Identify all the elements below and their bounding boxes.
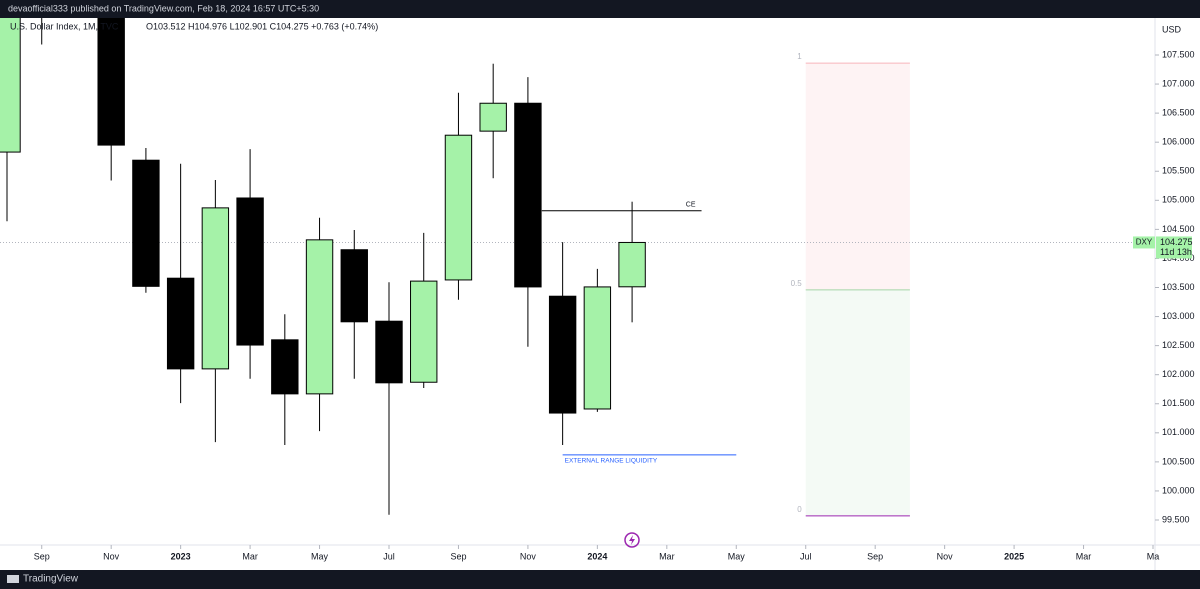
candle-body	[0, 18, 21, 153]
x-tick-label: Sep	[450, 551, 466, 561]
candle-body	[340, 249, 368, 323]
brand: TradingView	[23, 574, 79, 585]
candle-body	[305, 239, 334, 395]
candle-body	[132, 159, 160, 287]
symbol-label: DXY	[1136, 238, 1153, 247]
fib-label: 1	[797, 52, 802, 61]
x-tick-label: Jul	[383, 551, 395, 561]
x-tick-label: 2023	[171, 551, 191, 561]
x-tick-label: 2025	[1004, 551, 1024, 561]
y-tick-label: 102.500	[1162, 340, 1195, 350]
x-tick-label: May	[728, 551, 746, 561]
countdown-label: 11d 13h	[1160, 247, 1192, 257]
y-tick-label: 101.500	[1162, 398, 1195, 408]
candle-body	[583, 286, 612, 410]
y-tick-label: 102.000	[1162, 369, 1195, 379]
y-tick-label: 107.500	[1162, 49, 1195, 59]
y-tick-label: 100.500	[1162, 456, 1195, 466]
legend-values: O103.512 H104.976 L102.901 C104.275 +0.7…	[146, 21, 378, 31]
x-tick-label: Jul	[800, 551, 812, 561]
fib-zone	[805, 63, 910, 290]
top-bar	[0, 0, 1200, 18]
candle-body	[514, 102, 542, 288]
x-tick-label: Mar	[242, 551, 258, 561]
x-tick-label: Nov	[103, 551, 120, 561]
fib-label: 0.5	[791, 279, 803, 288]
annotation-label: EXTERNAL RANGE LIQUIDITY	[565, 458, 658, 465]
x-tick-label: Mar	[659, 551, 675, 561]
bottom-bar	[0, 570, 1200, 589]
annotation-label: CE	[686, 202, 696, 209]
event-icon[interactable]	[624, 532, 640, 548]
candle-body	[201, 207, 230, 370]
candle-body	[479, 102, 507, 132]
y-tick-label: 101.000	[1162, 427, 1195, 437]
candle-body	[97, 18, 125, 146]
price-tag	[1156, 236, 1192, 259]
y-tick-label: 105.000	[1162, 195, 1195, 205]
x-tick-label: Nov	[937, 551, 954, 561]
y-tick-label: 100.000	[1162, 485, 1195, 495]
candle-body	[271, 339, 299, 395]
candle-body	[618, 241, 646, 288]
candle-body	[166, 277, 195, 370]
y-tick-label: 105.500	[1162, 166, 1195, 176]
y-tick-label: 107.000	[1162, 78, 1195, 88]
y-tick-label: 104.500	[1162, 224, 1195, 234]
price-label: 104.275	[1160, 237, 1193, 247]
x-tick-label: Mar	[1076, 551, 1092, 561]
y-tick-label: 99.500	[1162, 514, 1190, 524]
event-icon-bolt	[629, 535, 635, 545]
plot	[0, 18, 1155, 517]
brand-logo	[7, 575, 19, 583]
x-tick-label: Sep	[34, 551, 50, 561]
x-tick-label: Ma	[1147, 551, 1160, 561]
fib-label: 0	[797, 505, 802, 514]
y-tick-label: 106.500	[1162, 108, 1195, 118]
candle-body	[236, 197, 264, 346]
y-tick-label: 103.000	[1162, 311, 1195, 321]
candle-body	[444, 134, 473, 281]
x-tick-label: May	[311, 551, 329, 561]
legend-title: U.S. Dollar Index, 1M, TVC	[10, 21, 119, 31]
candle-body	[375, 320, 403, 384]
y-tick-label: 106.000	[1162, 137, 1195, 147]
symbol-tag	[1133, 236, 1155, 249]
publisher: devaofficial333 published on TradingView…	[8, 3, 319, 13]
x-tick-label: Nov	[520, 551, 537, 561]
y-tick-label: 103.500	[1162, 282, 1195, 292]
fib-zone	[805, 289, 910, 516]
currency: USD	[1162, 24, 1182, 34]
candle-body	[548, 295, 577, 414]
x-tick-label: Sep	[867, 551, 883, 561]
candle-body	[410, 280, 438, 383]
x-tick-label: 2024	[587, 551, 607, 561]
